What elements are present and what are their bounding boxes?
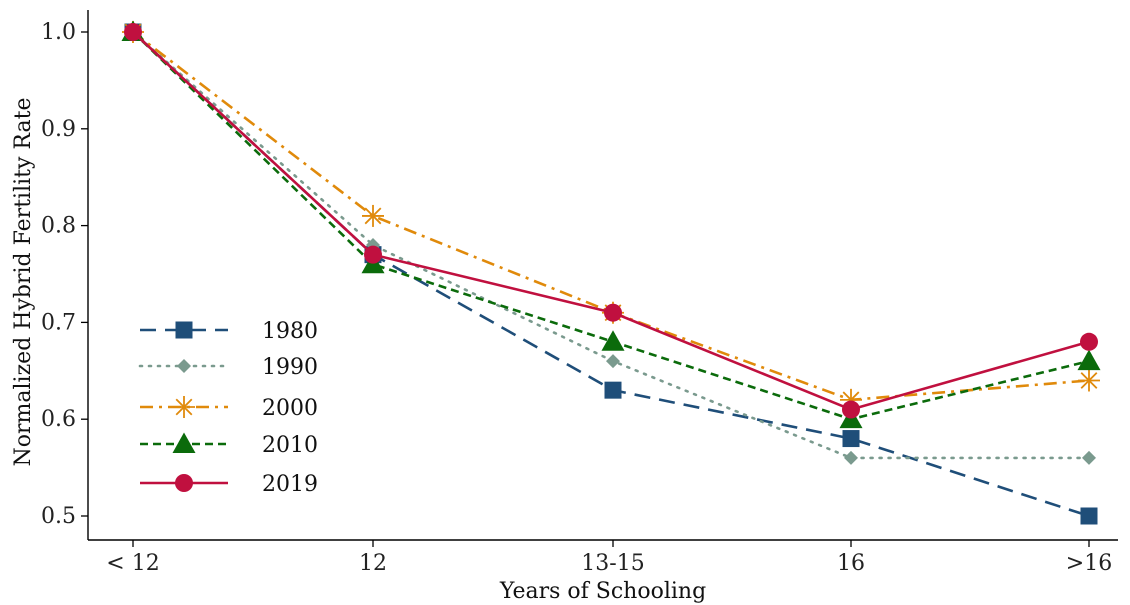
legend-label: 2000 [262, 396, 318, 421]
data-point [1078, 369, 1100, 392]
data-point [844, 450, 858, 465]
legend-label: 1980 [262, 319, 318, 344]
legend: 1980 1990 2000 2010 2019 [138, 319, 318, 497]
x-tick-label: 13-15 [581, 551, 644, 576]
legend-marker [172, 432, 196, 453]
data-point [601, 330, 625, 351]
y-tick-label: 0.9 [41, 117, 76, 142]
data-point [606, 354, 620, 369]
legend-label: 2019 [262, 472, 318, 497]
legend-marker [177, 359, 191, 373]
data-point [842, 430, 860, 448]
y-tick-label: 0.5 [41, 504, 76, 529]
data-point [604, 303, 622, 322]
legend-item-1980: 1980 [140, 319, 318, 344]
data-point [362, 204, 384, 227]
legend-label: 2010 [262, 433, 318, 458]
axes: 0.5 0.6 0.7 0.8 0.9 1.0 < 12 12 13-15 16 >16 [41, 10, 1118, 576]
data-point [364, 245, 382, 264]
x-tick-label: >16 [1066, 551, 1112, 576]
x-axis-title: Years of Schooling [499, 579, 706, 604]
series-layer [121, 20, 1101, 525]
data-point [842, 400, 860, 419]
y-tick-label: 0.6 [41, 407, 76, 432]
series-2000 [122, 21, 1100, 411]
legend-marker [173, 396, 195, 418]
data-point [1080, 507, 1098, 525]
legend-label: 1990 [262, 355, 318, 380]
legend-item-1990: 1990 [138, 355, 318, 380]
series-line [132, 31, 1090, 411]
x-tick-label: < 12 [106, 551, 159, 576]
y-tick-label: 0.8 [41, 214, 76, 239]
y-axis-title: Normalized Hybrid Fertility Rate [11, 98, 36, 467]
legend-marker [175, 321, 193, 339]
x-tick-label: 16 [837, 551, 865, 576]
legend-marker [175, 474, 193, 492]
legend-item-2010: 2010 [140, 432, 318, 458]
data-point [604, 381, 622, 399]
x-tick-label: 12 [359, 551, 387, 576]
y-tick-label: 1.0 [41, 20, 76, 45]
data-point [1080, 332, 1098, 351]
legend-item-2000: 2000 [140, 396, 318, 421]
y-tick-label: 0.7 [41, 310, 76, 335]
legend-item-2019: 2019 [140, 472, 318, 497]
data-point [1082, 450, 1096, 465]
data-point [124, 23, 142, 41]
data-point [1077, 349, 1101, 371]
series-2019 [124, 23, 1098, 419]
